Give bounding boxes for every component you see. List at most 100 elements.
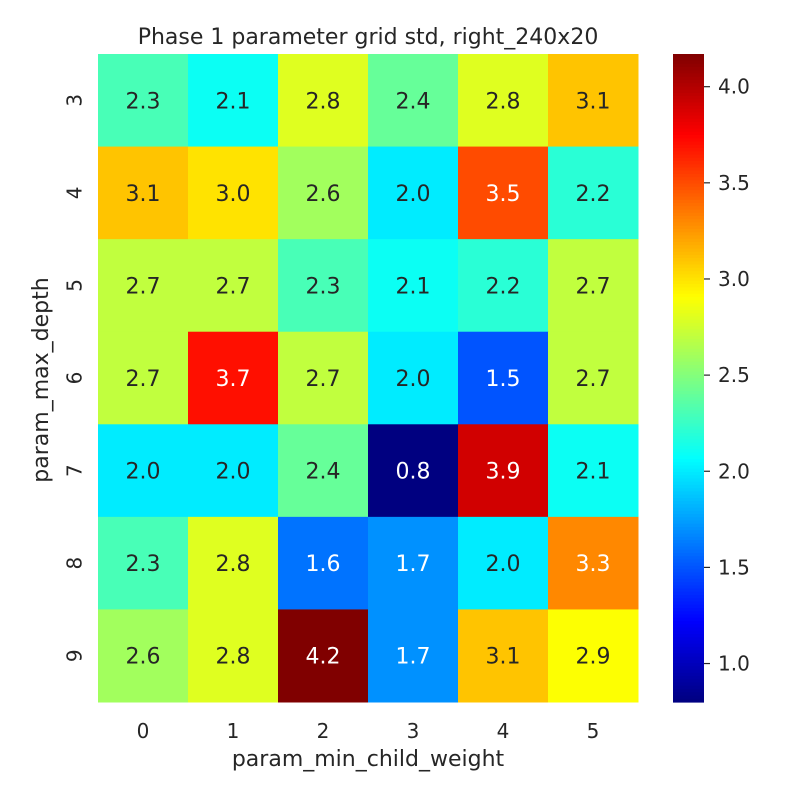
colorbar-segment [673, 193, 704, 198]
colorbar-segment [673, 556, 704, 561]
colorbar-segment [673, 640, 704, 645]
colorbar-segment [673, 206, 704, 211]
x-axis-label: param_min_child_weight [232, 747, 505, 772]
colorbar-segment [673, 504, 704, 509]
y-axis-label: param_max_depth [29, 277, 54, 482]
colorbar-segment [673, 342, 704, 347]
heatmap-cell [368, 331, 459, 425]
colorbar-segment [673, 530, 704, 535]
cell-value-label: 2.2 [576, 182, 611, 207]
cell-value-label: 2.7 [576, 367, 611, 392]
colorbar-segment [673, 523, 704, 528]
colorbar-segment [673, 436, 704, 441]
colorbar-segment [673, 400, 704, 405]
colorbar-segment [673, 608, 704, 612]
colorbar-segment [673, 666, 704, 671]
colorbar-segment [673, 627, 704, 632]
colorbar-segment [673, 446, 704, 450]
heatmap-cell [548, 424, 639, 518]
colorbar-segment [673, 151, 704, 156]
colorbar-segment [673, 89, 704, 94]
heatmap-cell [98, 146, 189, 240]
colorbar-segment [673, 572, 704, 577]
x-tick-label: 1 [227, 719, 240, 743]
colorbar-segment [673, 426, 704, 431]
heatmap-cell [458, 54, 549, 148]
colorbar-segment [673, 309, 704, 314]
cell-value-label: 2.4 [396, 89, 431, 114]
colorbar-segment [673, 361, 704, 366]
colorbar-segment [673, 462, 704, 467]
heatmap-cell [278, 609, 369, 703]
colorbar-segment [673, 595, 704, 599]
colorbar-segment [673, 258, 704, 262]
colorbar-segment [673, 157, 704, 162]
colorbar-segment [673, 251, 704, 256]
colorbar-segment [673, 588, 704, 593]
colorbar-segment [673, 235, 704, 240]
colorbar-segment [673, 109, 704, 113]
colorbar-segment [673, 481, 704, 486]
colorbar-segment [673, 374, 704, 379]
heatmap-cell [368, 609, 459, 703]
colorbar-segment [673, 598, 704, 603]
colorbar-segment [673, 352, 704, 356]
colorbar-segment [673, 70, 704, 75]
cell-value-label: 2.1 [216, 89, 251, 114]
heatmap-cell [188, 331, 279, 425]
colorbar-segment [673, 559, 704, 564]
cell-value-label: 2.7 [306, 367, 341, 392]
y-tick-label: 9 [63, 649, 87, 662]
y-tick-label: 8 [63, 557, 87, 570]
colorbar-segment [673, 60, 704, 65]
colorbar-segment [673, 290, 704, 295]
x-tick-label: 4 [497, 719, 510, 743]
colorbar-segment [673, 514, 704, 518]
cell-value-label: 2.8 [216, 645, 251, 670]
cell-value-label: 2.2 [486, 274, 521, 299]
colorbar-segment [673, 348, 704, 353]
y-tick-label: 6 [63, 372, 87, 385]
cell-value-label: 2.0 [126, 460, 161, 485]
colorbar-segment [673, 63, 704, 68]
y-tick-label: 7 [63, 464, 87, 477]
colorbar-segment [673, 624, 704, 629]
heatmap-cell [98, 331, 189, 425]
colorbar-segment [673, 384, 704, 389]
colorbar-segment [673, 676, 704, 680]
heatmap-cell [458, 331, 549, 425]
colorbar-segment [673, 562, 704, 567]
colorbar-segment [673, 533, 704, 538]
colorbar-segment [673, 219, 704, 224]
colorbar-segment [673, 669, 704, 674]
colorbar-segment [673, 306, 704, 311]
heatmap-cell [188, 239, 279, 333]
colorbar-segment [673, 484, 704, 489]
colorbar-segment [673, 245, 704, 249]
colorbar-segment [673, 274, 704, 279]
colorbar-segment [673, 549, 704, 554]
heatmap-cell [548, 331, 639, 425]
colorbar-segment [673, 685, 704, 690]
cell-value-label: 2.7 [126, 367, 161, 392]
colorbar-segment [673, 439, 704, 444]
cell-value-label: 2.0 [396, 182, 431, 207]
colorbar-segment [673, 209, 704, 214]
colorbar-segment [673, 455, 704, 460]
heatmap-cell [548, 609, 639, 703]
colorbar-segment [673, 552, 704, 557]
heatmap-cell [548, 239, 639, 333]
colorbar-segment [673, 653, 704, 658]
colorbar-segment [673, 355, 704, 360]
colorbar-segment [673, 578, 704, 583]
colorbar-segment [673, 423, 704, 428]
colorbar-segment [673, 300, 704, 305]
heatmap-cell [458, 239, 549, 333]
colorbar-ticks: 1.0 1.5 2.0 2.5 3.0 3.5 4.0 [704, 75, 750, 676]
cell-value-label: 1.6 [306, 552, 341, 577]
cell-value-label: 2.9 [576, 645, 611, 670]
cell-value-label: 3.5 [486, 182, 521, 207]
colorbar-segment [673, 254, 704, 259]
heatmap-cell [98, 609, 189, 703]
